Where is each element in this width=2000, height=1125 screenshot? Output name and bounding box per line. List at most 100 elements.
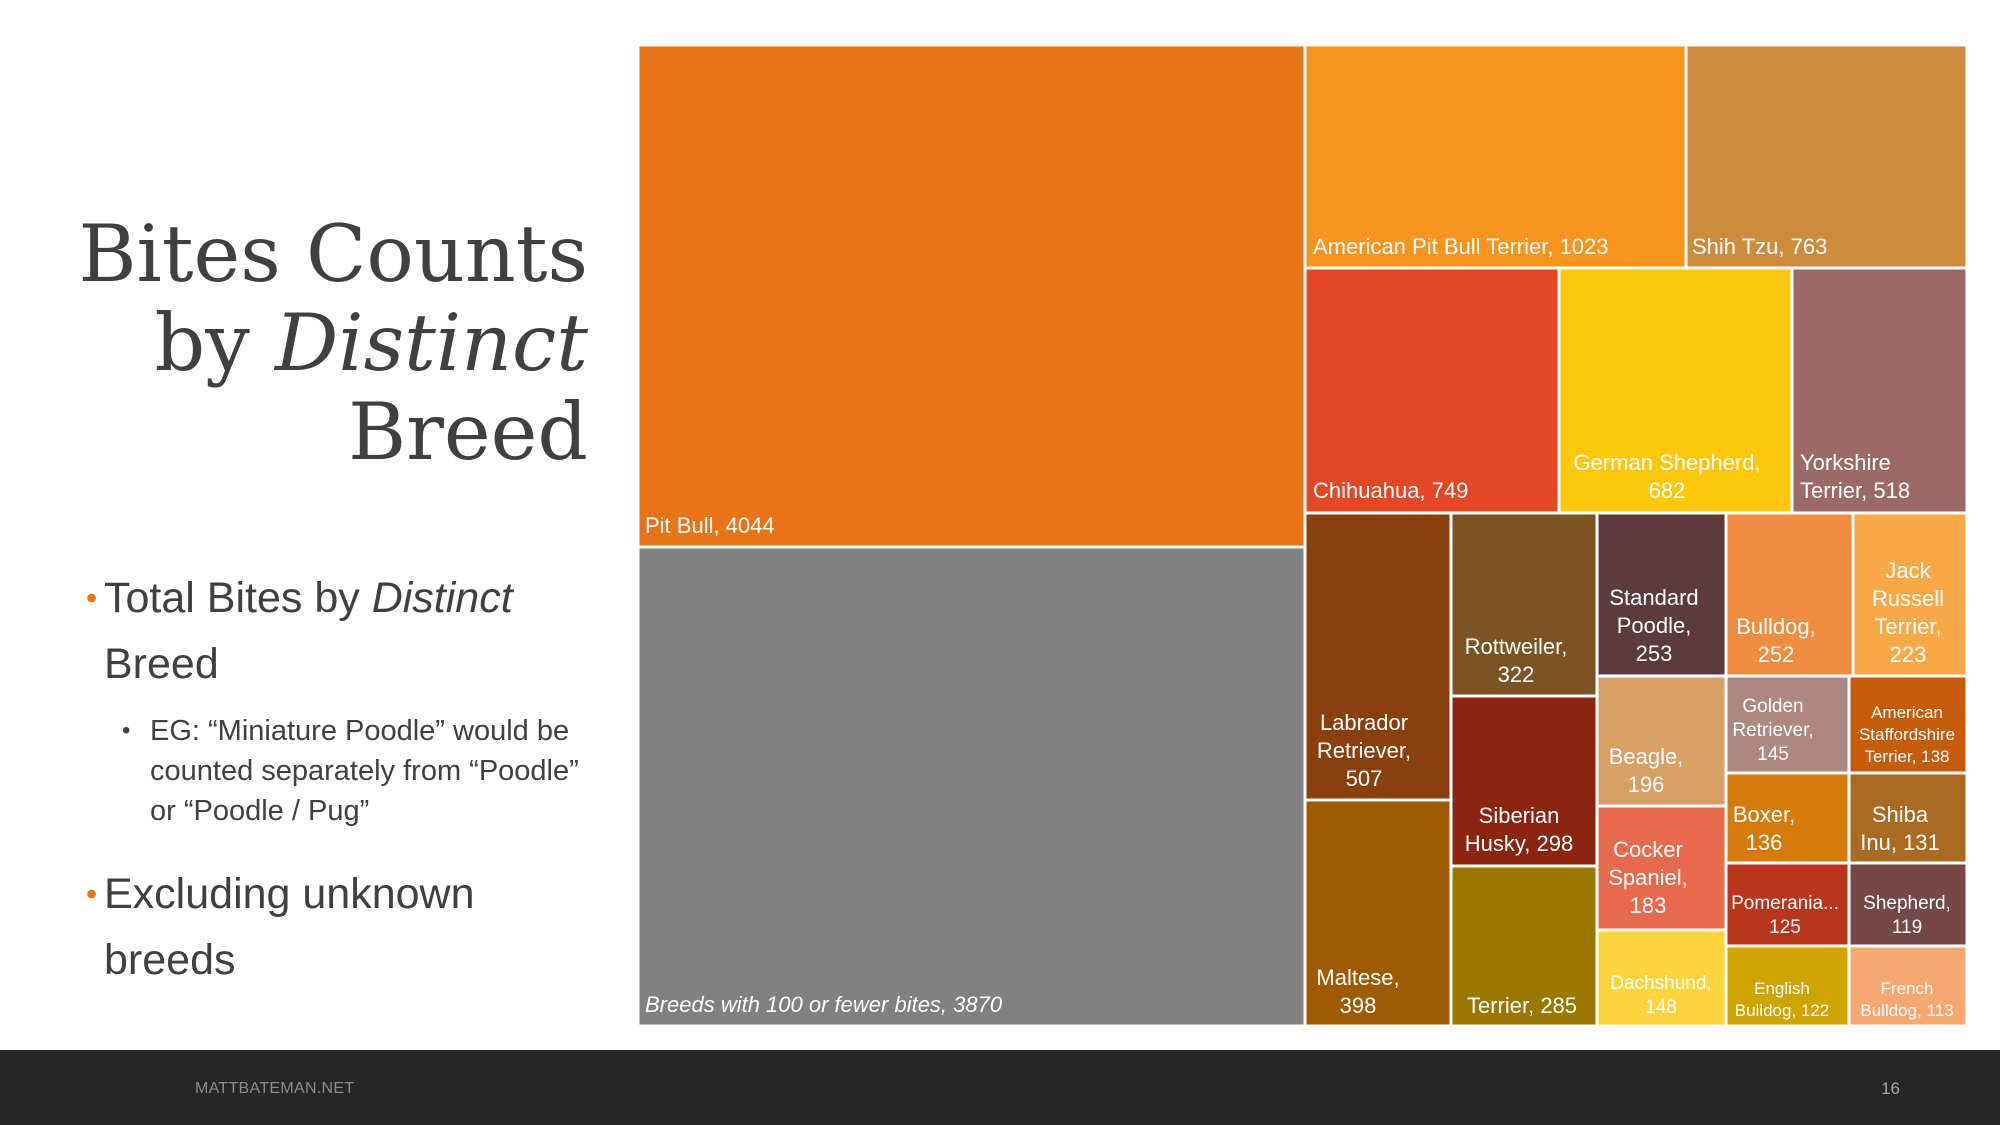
title-line-1: Bites Counts — [78, 208, 588, 300]
tile-label-maltese: Maltese, 398 — [1316, 965, 1399, 1018]
tile-label-line: Jack — [1885, 558, 1931, 583]
tile-label-american-staffordshire-terrier: American Staffordshire Terrier, 138 — [1859, 703, 1955, 766]
tile-label-line: Golden — [1742, 696, 1803, 717]
title-line-3: Breed — [348, 386, 588, 478]
tile-rottweiler — [1449, 511, 1599, 698]
bullet-marker: • — [86, 876, 98, 912]
tile-label-shepherd: Shepherd, 119 — [1863, 893, 1951, 938]
tile-label-line: 223 — [1890, 642, 1927, 667]
tile-maltese — [1303, 798, 1453, 1028]
tile-label-shiba-inu: Shiba Inu, 131 — [1860, 802, 1940, 855]
title-line-2-italic: Distinct — [274, 297, 588, 389]
tile-label-line: 253 — [1636, 641, 1673, 666]
tile-label-bulldog: Bulldog, 252 — [1736, 614, 1816, 667]
tile-label-line: French — [1881, 979, 1934, 998]
tile-label-line: 398 — [1340, 993, 1377, 1018]
tile-label-line: Husky, 298 — [1465, 831, 1573, 856]
tile-pit-bull — [636, 43, 1307, 549]
tile-label-line: Bulldog, — [1736, 614, 1816, 639]
footer-site: MATTBATEMAN.NET — [195, 1080, 355, 1097]
tile-terrier — [1449, 864, 1599, 1028]
footer-bar: MATTBATEMAN.NET 16 — [0, 1050, 2000, 1125]
tile-french-bulldog — [1847, 944, 1969, 1028]
tile-label-line: Labrador — [1320, 710, 1408, 735]
tile-label-line: Russell — [1872, 586, 1944, 611]
tile-pomerania — [1724, 861, 1851, 948]
tile-label-chihuahua: Chihuahua, 749 — [1313, 478, 1468, 503]
tile-label-line: 196 — [1628, 772, 1665, 797]
tile-label-line: Maltese, — [1316, 965, 1399, 990]
tile-label-line: 682 — [1649, 478, 1686, 503]
tile-label-line: Rottweiler, — [1465, 634, 1568, 659]
tile-label-golden-retriever: Golden Retriever, 145 — [1732, 696, 1813, 765]
tile-label-line: Inu, 131 — [1860, 830, 1940, 855]
tile-label-boxer: Boxer, 136 — [1733, 802, 1795, 855]
tile-label-line: Cocker — [1613, 837, 1683, 862]
tile-label-line: Shiba — [1872, 802, 1929, 827]
tile-label-line: German Shepherd, — [1573, 450, 1760, 475]
bullet-list: • Total Bites by Distinct Breed • EG: “M… — [86, 565, 606, 1007]
tile-label-line: English — [1754, 979, 1810, 998]
slide-title: Bites Counts by Distinct Breed — [60, 210, 588, 477]
tile-boxer — [1724, 771, 1851, 865]
tile-american-pit-bull-terrier — [1303, 43, 1688, 270]
tile-label-breeds-with-100-or-fewer-bites: Breeds with 100 or fewer bites, 3870 — [645, 992, 1003, 1017]
tile-label-terrier: Terrier, 285 — [1467, 993, 1577, 1018]
tile-label-line: Siberian — [1479, 803, 1560, 828]
tile-american-staffordshire-terrier — [1847, 674, 1969, 775]
tile-label-dachshund: Dachshund, 148 — [1610, 973, 1711, 1018]
tile-label-line: 148 — [1645, 997, 1677, 1018]
tile-label-line: 136 — [1746, 830, 1783, 855]
tile-label-labrador-retriever: Labrador Retriever, 507 — [1317, 710, 1411, 791]
sub-bullet-example: • EG: “Miniature Poodle” would be counte… — [86, 711, 606, 831]
tile-label-line: Terrier, — [1874, 614, 1941, 639]
tile-label-line: Chihuahua, 749 — [1313, 478, 1468, 503]
tile-label-line: Shih Tzu, 763 — [1692, 234, 1827, 259]
tile-label-line: 145 — [1757, 744, 1789, 765]
bullet-total-bites: • Total Bites by Distinct Breed — [86, 565, 606, 697]
tile-label-american-pit-bull-terrier: American Pit Bull Terrier, 1023 — [1313, 234, 1609, 259]
tile-label-standard-poodle: Standard Poodle, 253 — [1609, 585, 1698, 666]
tile-breeds-with-100-or-fewer-bites — [636, 545, 1307, 1028]
bullet-total-bites-suffix: Breed — [104, 640, 219, 688]
tile-label-line: Standard — [1609, 585, 1698, 610]
tile-label-line: Terrier, 285 — [1467, 993, 1577, 1018]
tile-label-yorkshire-terrier: Yorkshire Terrier, 518 — [1800, 450, 1910, 503]
tile-shiba-inu — [1847, 771, 1969, 865]
tile-label-line: Staffordshire — [1859, 725, 1955, 744]
tile-label-line: Shepherd, — [1863, 893, 1951, 914]
title-line-2-prefix: by — [154, 297, 275, 389]
tile-label-english-bulldog: English Bulldog, 122 — [1735, 979, 1830, 1020]
tile-label-line: Boxer, — [1733, 802, 1795, 827]
tile-label-german-shepherd: German Shepherd, 682 — [1573, 450, 1760, 503]
tile-label-line: Bulldog, 113 — [1860, 1001, 1953, 1020]
sub-bullet-marker: • — [122, 717, 131, 744]
tile-label-line: Spaniel, — [1608, 865, 1688, 890]
tile-label-rottweiler: Rottweiler, 322 — [1465, 634, 1568, 687]
tile-label-line: Terrier, 138 — [1864, 747, 1949, 766]
tile-label-line: Pomerania... — [1731, 893, 1839, 914]
tile-label-pomerania: Pomerania... 125 — [1731, 893, 1839, 938]
tile-label-line: 322 — [1498, 662, 1535, 687]
bullet-excluding-unknown-text: Excluding unknown breeds — [104, 870, 475, 984]
tile-label-cocker-spaniel: Cocker Spaniel, 183 — [1608, 837, 1688, 918]
tile-label-line: Retriever, — [1317, 738, 1411, 763]
tile-siberian-husky — [1449, 694, 1599, 868]
tile-standard-poodle — [1595, 511, 1728, 678]
tile-label-line: Yorkshire — [1800, 450, 1891, 475]
tile-english-bulldog — [1724, 944, 1851, 1028]
tile-label-jack-russell-terrier: Jack Russell Terrier, 223 — [1872, 558, 1944, 667]
tile-label-line: American — [1871, 703, 1943, 722]
title-line-2: by Distinct — [60, 299, 588, 388]
tile-label-line: American Pit Bull Terrier, 1023 — [1313, 234, 1609, 259]
tile-label-pit-bull: Pit Bull, 4044 — [645, 513, 775, 538]
bullet-total-bites-italic: Distinct — [371, 574, 513, 622]
bullet-excluding-unknown: • Excluding unknown breeds — [86, 861, 606, 993]
tile-labrador-retriever — [1303, 511, 1453, 802]
tile-label-line: Breeds with 100 or fewer bites, 3870 — [645, 992, 1003, 1017]
tile-label-line: Pit Bull, 4044 — [645, 513, 775, 538]
tile-label-siberian-husky: Siberian Husky, 298 — [1465, 803, 1573, 856]
tile-german-shepherd — [1557, 266, 1794, 515]
tile-label-line: Beagle, — [1609, 744, 1684, 769]
